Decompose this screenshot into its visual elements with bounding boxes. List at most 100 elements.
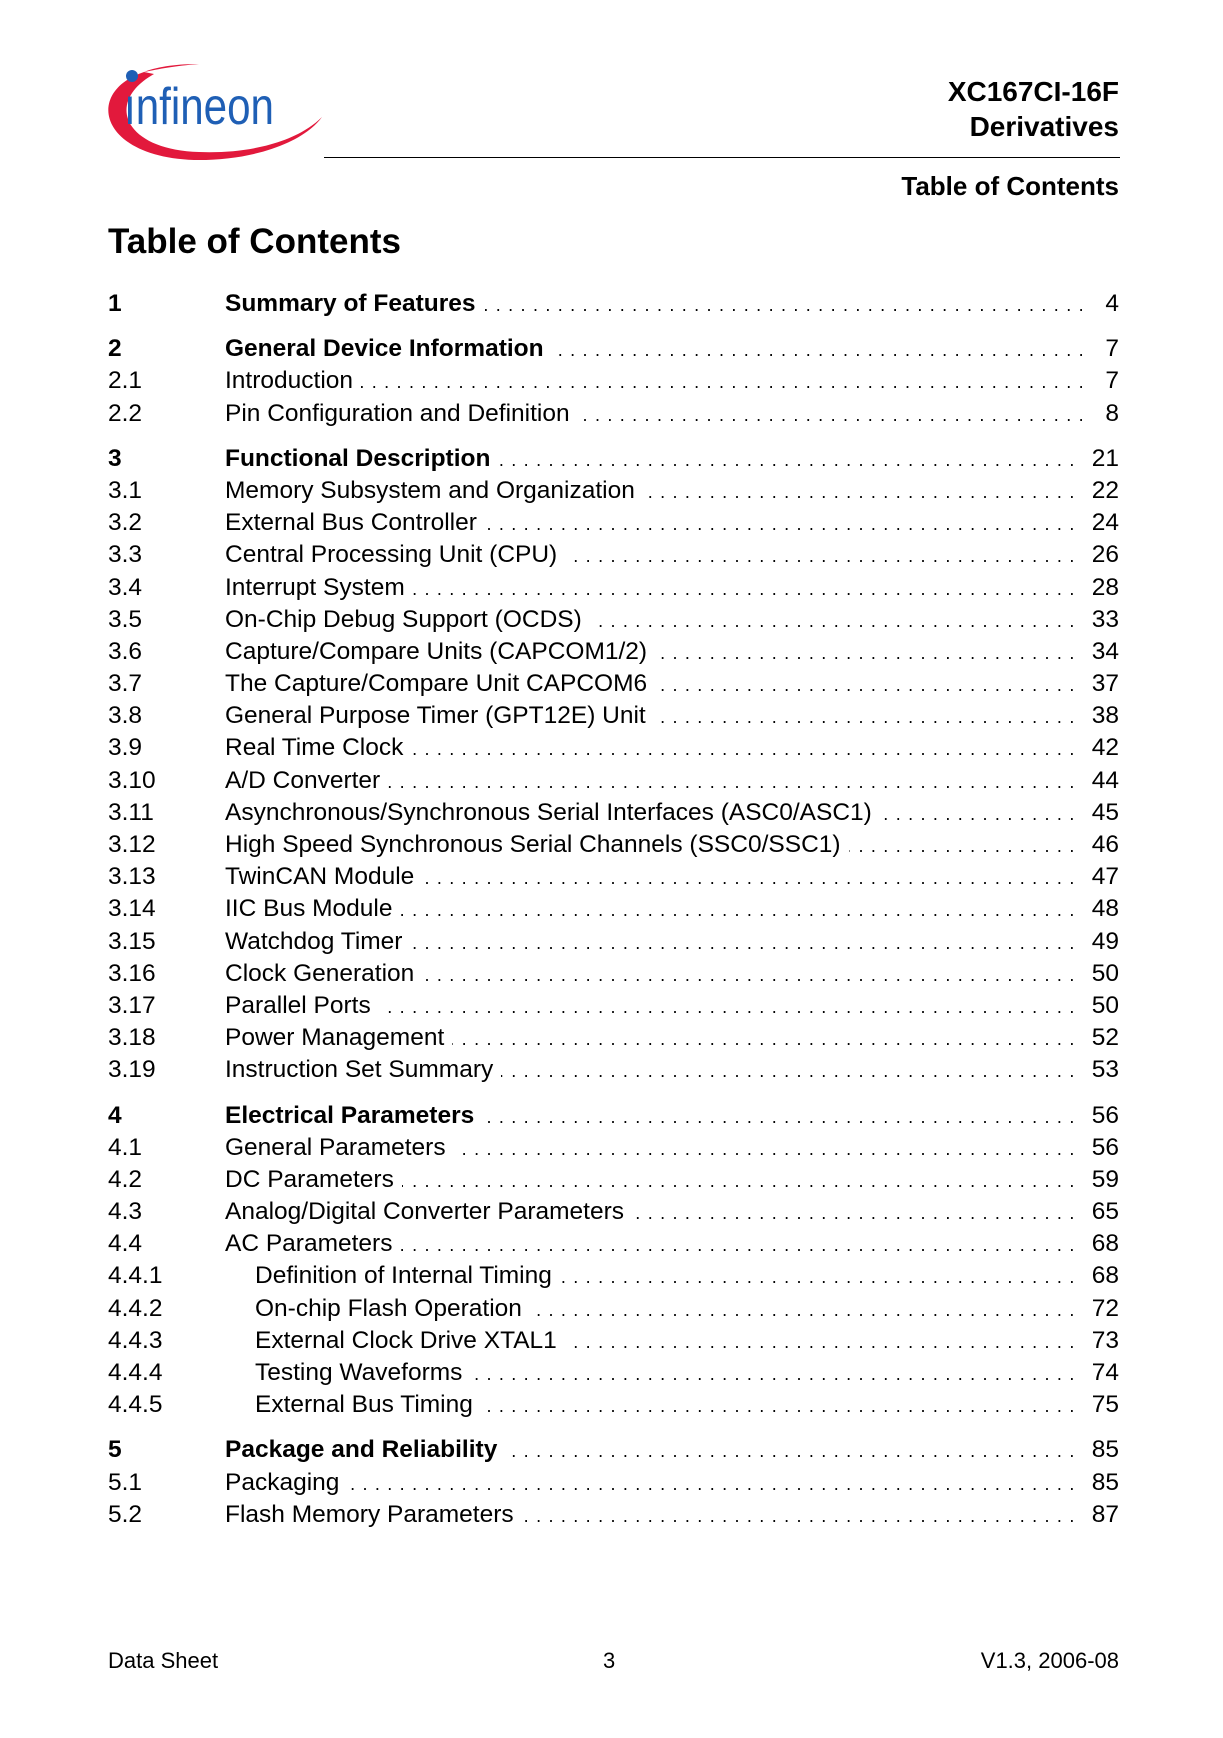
toc-entry-number: 3.18: [108, 1024, 156, 1052]
toc-entry-number: 3.3: [108, 541, 143, 569]
dot-leader: ........................................…: [412, 578, 1082, 599]
toc-entry-title: Packaging: [225, 1468, 340, 1496]
section-header: Table of Contents: [901, 171, 1119, 201]
dot-leader: ........................................…: [481, 1396, 1082, 1417]
product-name: XC167CI-16F: [947, 76, 1119, 107]
toc-entry[interactable]: 3.18 Power Management....................…: [108, 1024, 1119, 1056]
toc-entry-page: 7: [1105, 335, 1119, 363]
toc-entry-page: 65: [1091, 1198, 1119, 1226]
toc-entry[interactable]: 4.1 General Parameters...................…: [108, 1134, 1119, 1166]
toc-entry-title: Power Management: [225, 1024, 445, 1052]
toc-entry[interactable]: 3.5 On-Chip Debug Support (OCDS).........…: [108, 606, 1119, 638]
dot-leader: ........................................…: [655, 675, 1082, 696]
toc-entry-number: 5.1: [108, 1468, 143, 1496]
toc-entry-number: 3.6: [108, 637, 143, 665]
toc-entry-title: General Parameters: [225, 1133, 446, 1161]
toc-entry[interactable]: 4.4.4 Testing Waveforms..................…: [108, 1359, 1119, 1391]
toc-entry-title: On-chip Flash Operation: [255, 1294, 522, 1322]
toc-entry[interactable]: 3.19 Instruction Set Summary.............…: [108, 1056, 1119, 1088]
toc-entry-number: 3.5: [108, 605, 143, 633]
toc-entry-number: 2.1: [108, 367, 143, 395]
toc-entry-number: 3.11: [108, 798, 154, 826]
toc-entry-page: 49: [1091, 927, 1119, 955]
header-divider: [324, 157, 1120, 158]
toc-entry-number: 3.1: [108, 476, 143, 504]
toc-entry-title: Testing Waveforms: [255, 1359, 463, 1386]
toc-entry[interactable]: 3.13 TwinCAN Module......................…: [108, 863, 1119, 895]
toc-entry[interactable]: 3.2 External Bus Controller..............…: [108, 509, 1119, 541]
toc-entry[interactable]: 3.3 Central Processing Unit (CPU)........…: [108, 541, 1119, 573]
toc-entry[interactable]: 5.1 Packaging............................…: [108, 1469, 1119, 1501]
toc-entry[interactable]: 3.9 Real Time Clock......................…: [108, 734, 1119, 766]
toc-entry[interactable]: 3.4 Interrupt System.....................…: [108, 574, 1119, 606]
toc-entry-title: On-Chip Debug Support (OCDS): [225, 605, 582, 633]
toc-entry[interactable]: 3.16 Clock Generation....................…: [108, 960, 1119, 992]
dot-leader: ........................................…: [880, 803, 1082, 824]
dot-leader: ........................................…: [411, 739, 1082, 760]
toc-entry-title: The Capture/Compare Unit CAPCOM6: [225, 670, 648, 698]
toc-entry[interactable]: 4.4.5 External Bus Timing................…: [108, 1391, 1119, 1423]
toc-entry-page: 38: [1091, 702, 1119, 730]
toc-entry-title: Real Time Clock: [225, 734, 404, 762]
toc-entry[interactable]: 4.4 AC Parameters........................…: [108, 1230, 1119, 1262]
toc-entry[interactable]: 1 Summary of Features....................…: [108, 290, 1119, 322]
toc-entry[interactable]: 3 Functional Description.................…: [108, 445, 1119, 477]
toc-entry-title: Summary of Features: [225, 290, 476, 317]
toc-entry[interactable]: 4.4.2 On-chip Flash Operation............…: [108, 1295, 1119, 1327]
product-subtitle: Derivatives: [969, 111, 1119, 142]
toc-entry-number: 3.14: [108, 895, 156, 923]
dot-leader: ........................................…: [452, 1029, 1082, 1050]
dot-leader: ........................................…: [482, 1106, 1082, 1127]
toc-entry[interactable]: 3.1 Memory Subsystem and Organization....…: [108, 477, 1119, 509]
toc-entry[interactable]: 2 General Device Information.............…: [108, 335, 1119, 367]
dot-leader: ........................................…: [505, 1441, 1082, 1462]
dot-leader: ........................................…: [483, 295, 1091, 315]
toc-entry[interactable]: 3.8 General Purpose Timer (GPT12E) Unit..…: [108, 702, 1119, 734]
dot-leader: ........................................…: [361, 372, 1091, 393]
toc-entry-page: 85: [1091, 1436, 1119, 1464]
toc-entry-page: 42: [1091, 734, 1119, 762]
toc-entry[interactable]: 5 Package and Reliability................…: [108, 1436, 1119, 1468]
toc-entry[interactable]: 4.2 DC Parameters........................…: [108, 1166, 1119, 1198]
toc-entry[interactable]: 4 Electrical Parameters..................…: [108, 1102, 1119, 1134]
toc-entry-page: 24: [1091, 509, 1119, 537]
dot-leader: ........................................…: [400, 900, 1082, 921]
toc-entry-title: DC Parameters: [225, 1165, 394, 1193]
toc-entry-number: 4.4.3: [108, 1326, 163, 1354]
toc-entry-number: 4.4.2: [108, 1294, 163, 1322]
toc-entry[interactable]: 3.6 Capture/Compare Units (CAPCOM1/2)....…: [108, 638, 1119, 670]
toc-entry-title: Introduction: [225, 367, 354, 395]
toc-entry-page: 68: [1091, 1262, 1119, 1290]
toc-entry[interactable]: 4.4.1 Definition of Internal Timing......…: [108, 1262, 1119, 1294]
toc-entry[interactable]: 4.4.3 External Clock Drive XTAL1.........…: [108, 1327, 1119, 1359]
dot-leader: ........................................…: [422, 964, 1082, 985]
dot-leader: ........................................…: [410, 932, 1082, 953]
toc-entry-page: 22: [1091, 476, 1119, 504]
toc-entry-title: AC Parameters: [225, 1230, 393, 1258]
toc-entry[interactable]: 4.3 Analog/Digital Converter Parameters..…: [108, 1198, 1119, 1230]
dot-leader: ........................................…: [470, 1364, 1082, 1384]
toc-entry-number: 2: [108, 335, 122, 363]
toc-entry-page: 74: [1091, 1359, 1119, 1386]
toc-entry-page: 56: [1091, 1133, 1119, 1161]
toc-entry-page: 73: [1091, 1326, 1119, 1354]
toc-entry-number: 4.4.4: [108, 1359, 163, 1386]
infineon-logo: ınfineon: [104, 62, 328, 162]
toc-entry-title: General Purpose Timer (GPT12E) Unit: [225, 702, 646, 730]
toc-entry[interactable]: 2.2 Pin Configuration and Definition.....…: [108, 400, 1119, 432]
dot-leader: ........................................…: [522, 1505, 1082, 1526]
toc-entry-page: 68: [1091, 1230, 1119, 1258]
toc-entry[interactable]: 3.15 Watchdog Timer......................…: [108, 928, 1119, 960]
toc-entry[interactable]: 5.2 Flash Memory Parameters..............…: [108, 1501, 1119, 1533]
toc-entry[interactable]: 3.17 Parallel Ports......................…: [108, 992, 1119, 1024]
toc-entry-title: Central Processing Unit (CPU): [225, 541, 558, 569]
toc-entry[interactable]: 2.1 Introduction.........................…: [108, 367, 1119, 399]
toc-entry[interactable]: 3.7 The Capture/Compare Unit CAPCOM6.....…: [108, 670, 1119, 702]
toc-entry-number: 3.4: [108, 573, 143, 601]
toc-entry[interactable]: 3.11 Asynchronous/Synchronous Serial Inte…: [108, 799, 1119, 831]
toc-entry[interactable]: 3.12 High Speed Synchronous Serial Channe…: [108, 831, 1119, 863]
toc-entry[interactable]: 3.10 A/D Converter.......................…: [108, 767, 1119, 799]
toc-entry-page: 7: [1105, 367, 1119, 395]
dot-leader: ........................................…: [560, 1267, 1082, 1288]
toc-entry[interactable]: 3.14 IIC Bus Module......................…: [108, 895, 1119, 927]
